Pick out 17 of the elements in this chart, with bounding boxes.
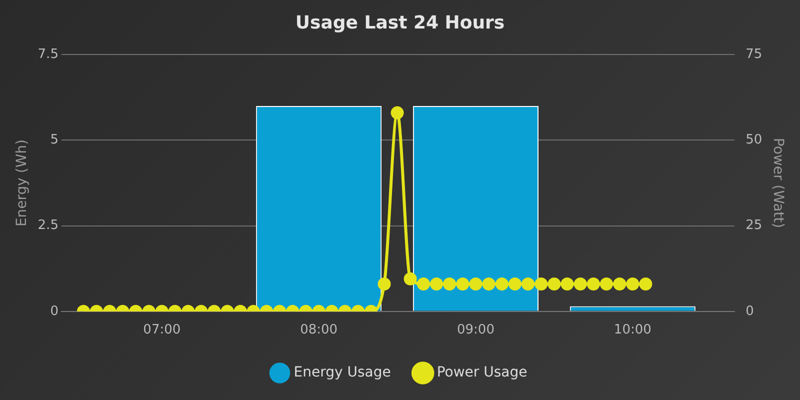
x-tick-label: 07:00	[143, 322, 181, 338]
y2-axis-title: Power (Watt)	[770, 138, 786, 228]
chart-title: Usage Last 24 Hours	[295, 12, 505, 34]
x-tick-label: 08:00	[300, 322, 338, 338]
y2-tick-label: 75	[746, 46, 762, 62]
y-tick-label: 0	[50, 304, 58, 319]
legend-label: Power Usage	[436, 364, 528, 381]
x-tick-label: 09:00	[457, 322, 494, 338]
x-tick-label: 10:00	[614, 322, 652, 338]
y-tick-label: 7.5	[38, 46, 58, 62]
y-tick-label: 2.5	[38, 218, 58, 234]
y-tick-label: 5	[50, 132, 58, 148]
legend-label: Energy Usage	[294, 364, 391, 381]
y2-tick-label: 25	[746, 218, 762, 234]
y-axis-title: Energy (Wh)	[14, 139, 30, 227]
y2-tick-label: 50	[746, 132, 762, 148]
y2-tick-label: 0	[746, 304, 754, 319]
